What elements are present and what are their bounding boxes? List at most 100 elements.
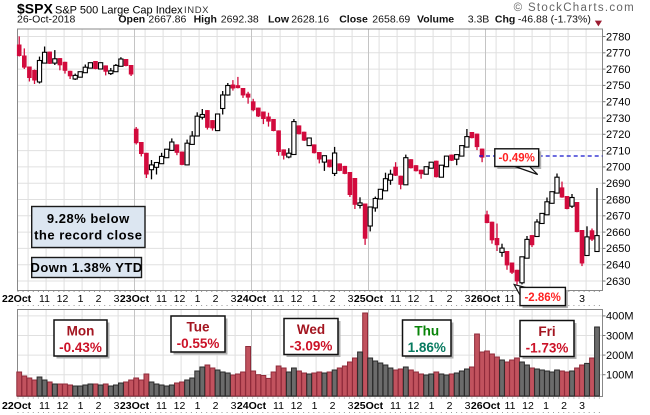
svg-text:1: 1 xyxy=(429,293,435,305)
svg-text:12: 12 xyxy=(291,400,303,412)
svg-text:11: 11 xyxy=(39,293,50,305)
svg-text:-1.73%: -1.73% xyxy=(526,341,569,356)
svg-text:2770: 2770 xyxy=(606,48,630,60)
svg-text:23Oct: 23Oct xyxy=(120,293,150,305)
svg-text:26-Oct-2018: 26-Oct-2018 xyxy=(17,14,76,26)
svg-text:200M: 200M xyxy=(606,350,634,362)
svg-text:High: High xyxy=(194,14,217,26)
svg-text:2760: 2760 xyxy=(606,64,630,76)
svg-text:22Oct: 22Oct xyxy=(2,400,32,412)
svg-text:2: 2 xyxy=(447,400,453,412)
svg-text:Fri: Fri xyxy=(538,324,555,339)
svg-text:12: 12 xyxy=(57,293,69,305)
svg-text:300M: 300M xyxy=(606,330,634,342)
svg-text:1: 1 xyxy=(312,400,318,412)
svg-text:3: 3 xyxy=(114,293,120,305)
svg-text:11: 11 xyxy=(390,293,401,305)
svg-text:3: 3 xyxy=(348,400,354,412)
svg-text:-0.49%: -0.49% xyxy=(498,153,534,165)
svg-text:Thu: Thu xyxy=(414,324,439,339)
svg-text:© StockCharts.com: © StockCharts.com xyxy=(514,2,635,14)
svg-text:2650: 2650 xyxy=(606,243,630,255)
svg-text:2: 2 xyxy=(330,400,336,412)
svg-text:2: 2 xyxy=(96,293,102,305)
svg-text:Volume: Volume xyxy=(417,14,454,26)
svg-text:3.3B: 3.3B xyxy=(468,14,490,26)
svg-text:2730: 2730 xyxy=(606,113,630,125)
svg-text:100M: 100M xyxy=(606,370,634,382)
svg-text:-46.88 (-1.73%): -46.88 (-1.73%) xyxy=(518,14,591,26)
svg-text:24Oct: 24Oct xyxy=(237,400,267,412)
svg-text:25Oct: 25Oct xyxy=(354,293,384,305)
svg-text:1: 1 xyxy=(78,293,84,305)
svg-text:2700: 2700 xyxy=(606,162,630,174)
svg-text:Tue: Tue xyxy=(187,320,210,335)
svg-text:2: 2 xyxy=(213,293,219,305)
svg-text:2692.38: 2692.38 xyxy=(221,14,259,26)
svg-text:1: 1 xyxy=(312,293,318,305)
svg-text:the record close: the record close xyxy=(34,227,142,242)
svg-text:2: 2 xyxy=(213,400,219,412)
svg-text:22Oct: 22Oct xyxy=(2,293,32,305)
svg-text:12: 12 xyxy=(291,293,303,305)
svg-text:Mon: Mon xyxy=(67,324,95,339)
svg-text:Open: Open xyxy=(118,14,145,26)
svg-text:1: 1 xyxy=(195,293,201,305)
svg-text:1: 1 xyxy=(195,400,201,412)
svg-text:Chg: Chg xyxy=(495,14,515,26)
svg-text:3: 3 xyxy=(348,293,354,305)
svg-text:-3.09%: -3.09% xyxy=(290,339,333,354)
svg-text:1: 1 xyxy=(78,400,84,412)
svg-text:-0.43%: -0.43% xyxy=(59,340,102,355)
svg-text:12: 12 xyxy=(522,400,534,412)
svg-text:23Oct: 23Oct xyxy=(120,400,150,412)
svg-text:12: 12 xyxy=(408,400,420,412)
svg-text:2630: 2630 xyxy=(606,276,630,288)
svg-text:11: 11 xyxy=(273,400,284,412)
svg-text:INDX: INDX xyxy=(184,5,209,16)
svg-text:3: 3 xyxy=(465,293,471,305)
svg-text:2780: 2780 xyxy=(606,31,630,43)
svg-text:-2.86%: -2.86% xyxy=(524,292,560,304)
svg-text:2658.69: 2658.69 xyxy=(372,14,410,26)
svg-text:2720: 2720 xyxy=(606,129,630,141)
svg-text:12: 12 xyxy=(174,293,186,305)
svg-text:400M: 400M xyxy=(606,311,634,323)
svg-text:1: 1 xyxy=(429,400,435,412)
svg-text:26Oct: 26Oct xyxy=(471,293,501,305)
svg-text:2: 2 xyxy=(561,400,567,412)
svg-text:24Oct: 24Oct xyxy=(237,293,267,305)
svg-text:25Oct: 25Oct xyxy=(354,400,384,412)
svg-text:2670: 2670 xyxy=(606,211,630,223)
svg-text:12: 12 xyxy=(174,400,186,412)
svg-text:2: 2 xyxy=(447,293,453,305)
svg-text:3: 3 xyxy=(231,293,237,305)
svg-text:Wed: Wed xyxy=(297,322,325,337)
svg-text:11: 11 xyxy=(390,400,401,412)
svg-text:2: 2 xyxy=(96,400,102,412)
svg-text:2660: 2660 xyxy=(606,227,630,239)
svg-text:Close: Close xyxy=(339,14,368,26)
svg-text:3: 3 xyxy=(465,400,471,412)
svg-text:2: 2 xyxy=(330,293,336,305)
svg-text:2750: 2750 xyxy=(606,80,630,92)
svg-text:3: 3 xyxy=(231,400,237,412)
svg-text:2640: 2640 xyxy=(606,260,630,272)
svg-text:11: 11 xyxy=(505,293,516,305)
svg-text:2667.86: 2667.86 xyxy=(148,14,186,26)
svg-text:3: 3 xyxy=(579,400,585,412)
svg-text:3: 3 xyxy=(579,293,585,305)
svg-text:2628.16: 2628.16 xyxy=(291,14,329,26)
svg-text:2680: 2680 xyxy=(606,194,630,206)
svg-text:26Oct: 26Oct xyxy=(471,400,501,412)
svg-text:Low: Low xyxy=(268,14,290,26)
svg-text:$SPX: $SPX xyxy=(17,1,53,17)
svg-text:9.28% below: 9.28% below xyxy=(47,211,130,226)
svg-text:2690: 2690 xyxy=(606,178,630,190)
svg-text:11: 11 xyxy=(156,293,167,305)
svg-text:3: 3 xyxy=(114,400,120,412)
svg-text:11: 11 xyxy=(273,293,284,305)
svg-text:2710: 2710 xyxy=(606,145,630,157)
svg-text:11: 11 xyxy=(505,400,516,412)
svg-text:S&P 500 Large Cap Index: S&P 500 Large Cap Index xyxy=(55,5,183,17)
